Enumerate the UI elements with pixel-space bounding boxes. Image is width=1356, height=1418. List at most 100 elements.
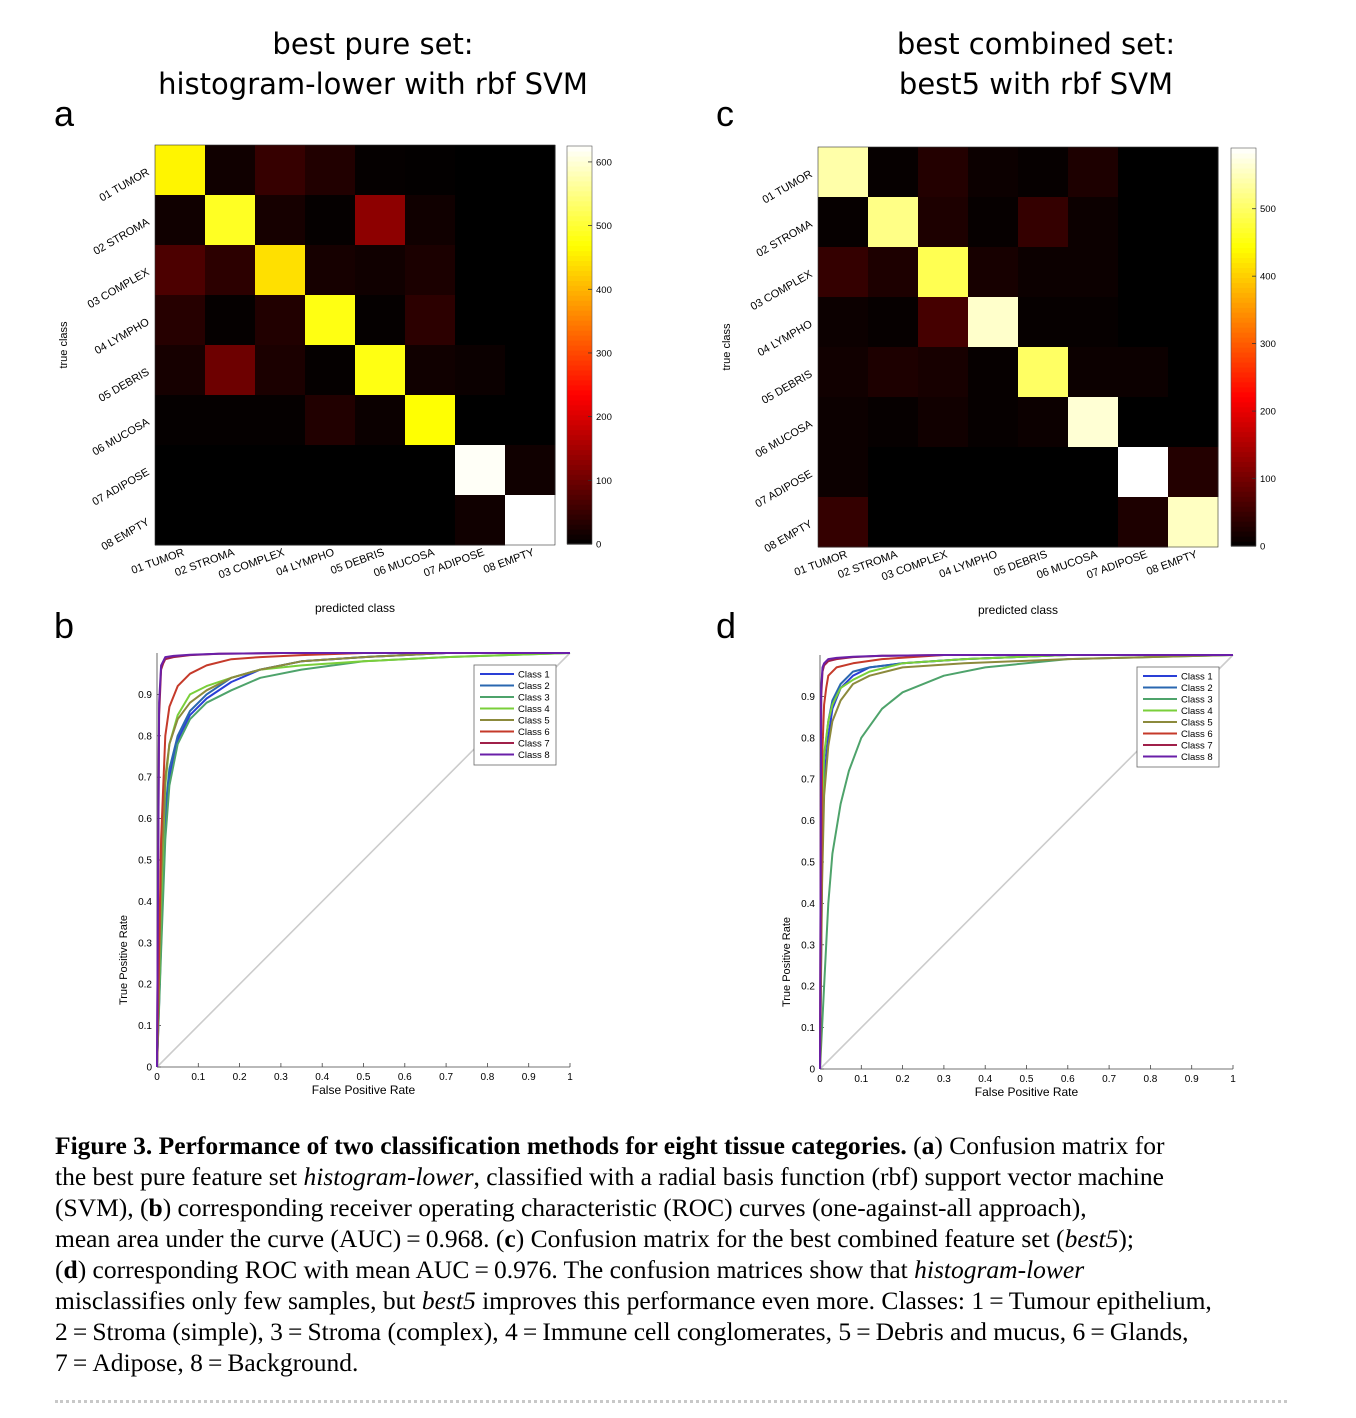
colorbar-segment bbox=[1231, 272, 1256, 278]
heatmap-cell bbox=[918, 147, 969, 198]
colorbar-segment bbox=[567, 459, 592, 465]
colorbar-segment bbox=[1231, 202, 1256, 209]
x-tick-label: 0.1 bbox=[191, 1072, 205, 1083]
colorbar-frame bbox=[1230, 147, 1257, 547]
colorbar-tick-label: 400 bbox=[1260, 272, 1276, 283]
colorbar-segment bbox=[567, 170, 592, 177]
heatmap-cell bbox=[818, 197, 869, 248]
dotted-separator bbox=[55, 1400, 1287, 1403]
y-axis-label: True Positive Rate bbox=[781, 917, 793, 1007]
chart-title: best pure set: bbox=[272, 27, 473, 61]
x-tick-label: 0.9 bbox=[522, 1072, 536, 1083]
colorbar-segment bbox=[567, 210, 592, 217]
chart-title: best combined set: bbox=[897, 27, 1175, 61]
colorbar-segment bbox=[567, 325, 592, 331]
y-tick-label: 0.9 bbox=[801, 692, 815, 703]
roc-curve-class-3 bbox=[819, 654, 1234, 1070]
heatmap-cell bbox=[1018, 497, 1069, 548]
y-axis-label: True Positive Rate bbox=[118, 915, 130, 1005]
colorbar-segment bbox=[567, 534, 592, 540]
heatmap-cell bbox=[1118, 397, 1169, 448]
legend-label: Class 1 bbox=[1181, 672, 1213, 683]
panel-b: 0 0.1 0.2 0.3 0.4 0.5 0.6 0.7 0.8 0.9 1 0 0.1 0.2 0.3 0… bbox=[118, 652, 573, 1097]
heatmap-cell bbox=[405, 195, 456, 246]
x-tick-label: 0.7 bbox=[439, 1072, 453, 1083]
heatmap-cell bbox=[505, 495, 556, 546]
heatmap-cell bbox=[868, 147, 919, 198]
heatmap-cell bbox=[455, 145, 506, 196]
colorbar-segment bbox=[567, 155, 592, 162]
panel-d-letter: d bbox=[716, 605, 736, 646]
heatmap-cell bbox=[305, 495, 356, 546]
heatmap-cell bbox=[1018, 147, 1069, 198]
colorbar-tick-label: 200 bbox=[1260, 407, 1276, 418]
caption-line: Figure 3. Performance of two classificat… bbox=[55, 1130, 1305, 1161]
x-tick-label: 0.4 bbox=[978, 1074, 992, 1085]
x-tick-label: 0.4 bbox=[315, 1072, 329, 1083]
heatmap-cell bbox=[455, 395, 506, 446]
colorbar-segment bbox=[1231, 287, 1256, 293]
x-tick-label: 04 LYMPHO bbox=[275, 546, 337, 578]
y-tick-label: 0.9 bbox=[138, 690, 152, 701]
colorbar-segment bbox=[1231, 267, 1256, 273]
colorbar-segment bbox=[1231, 411, 1256, 418]
colorbar-segment bbox=[567, 305, 592, 311]
colorbar-segment bbox=[1231, 431, 1256, 438]
colorbar-segment bbox=[567, 290, 592, 296]
caption-line: mean area under the curve (AUC) = 0.968.… bbox=[55, 1223, 1305, 1254]
heatmap-cell bbox=[968, 447, 1019, 498]
legend-label: Class 3 bbox=[518, 693, 550, 704]
colorbar-segment bbox=[567, 280, 592, 286]
colorbar-segment bbox=[1231, 182, 1256, 189]
colorbar-segment bbox=[567, 205, 592, 212]
colorbar-segment bbox=[567, 255, 592, 262]
colorbar-segment bbox=[567, 384, 592, 391]
y-tick-label: 0.6 bbox=[801, 816, 815, 827]
colorbar-frame bbox=[566, 145, 593, 545]
caption-line: (d) corresponding ROC with mean AUC = 0.… bbox=[55, 1254, 1305, 1285]
heatmap-cell bbox=[968, 197, 1019, 248]
heatmap-cell bbox=[205, 245, 256, 296]
colorbar-segment bbox=[567, 150, 592, 157]
y-tick-label: 0.2 bbox=[801, 982, 815, 993]
colorbar-segment bbox=[1231, 471, 1256, 477]
colorbar-segment bbox=[1231, 327, 1256, 333]
colorbar-segment bbox=[1231, 217, 1256, 224]
heatmap-cell bbox=[1168, 247, 1219, 298]
colorbar-segment bbox=[1231, 501, 1256, 507]
colorbar-segment bbox=[567, 215, 592, 222]
heatmap-cell bbox=[1018, 347, 1069, 398]
colorbar-segment bbox=[1231, 342, 1256, 348]
legend-label: Class 1 bbox=[518, 670, 550, 681]
colorbar-segment bbox=[567, 364, 592, 371]
colorbar-segment bbox=[1231, 292, 1256, 298]
colorbar-segment bbox=[567, 539, 592, 545]
y-tick-label: 02 STROMA bbox=[754, 218, 815, 260]
colorbar-segment bbox=[1231, 212, 1256, 219]
colorbar-segment bbox=[567, 354, 592, 361]
caption-text: ) Confusion matrix for the best combined… bbox=[515, 1224, 1065, 1253]
colorbar-segment bbox=[567, 220, 592, 227]
colorbar-segment bbox=[567, 409, 592, 416]
heatmap-cell bbox=[1068, 447, 1119, 498]
legend-label: Class 6 bbox=[1181, 729, 1213, 740]
colorbar-segment bbox=[567, 349, 592, 356]
x-tick-label: 04 LYMPHO bbox=[938, 548, 1000, 580]
y-tick-label: 03 COMPLEX bbox=[749, 268, 815, 313]
heatmap-cell bbox=[1168, 397, 1219, 448]
x-axis-label: False Positive Rate bbox=[975, 1085, 1079, 1099]
heatmap-cell bbox=[205, 495, 256, 546]
colorbar-segment bbox=[567, 250, 592, 257]
colorbar-segment bbox=[1231, 232, 1256, 239]
y-tick-label: 07 ADIPOSE bbox=[90, 466, 151, 508]
caption-text: ) corresponding receiver operating chara… bbox=[162, 1193, 1087, 1222]
caption-text: a bbox=[921, 1131, 935, 1160]
legend-label: Class 5 bbox=[518, 716, 550, 727]
heatmap-cell bbox=[305, 245, 356, 296]
colorbar-segment bbox=[567, 464, 592, 470]
y-tick-label: 0.1 bbox=[801, 1023, 815, 1034]
colorbar-segment bbox=[1231, 481, 1256, 487]
y-tick-label: 0.7 bbox=[801, 775, 815, 786]
colorbar-segment bbox=[567, 449, 592, 456]
heatmap-cell bbox=[155, 195, 206, 246]
